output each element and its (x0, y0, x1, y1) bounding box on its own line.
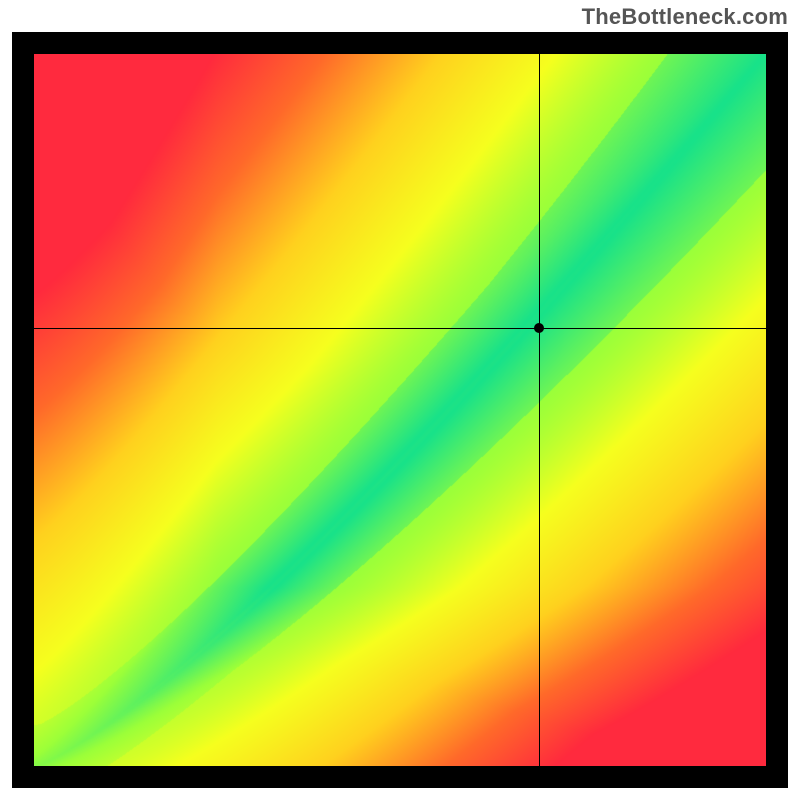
crosshair-marker (534, 323, 544, 333)
attribution-text: TheBottleneck.com (582, 4, 788, 30)
chart-frame (12, 32, 788, 788)
crosshair-vertical-line (539, 54, 540, 766)
heatmap-canvas (34, 54, 766, 766)
crosshair-horizontal-line (34, 328, 766, 329)
heatmap-plot-area (34, 54, 766, 766)
